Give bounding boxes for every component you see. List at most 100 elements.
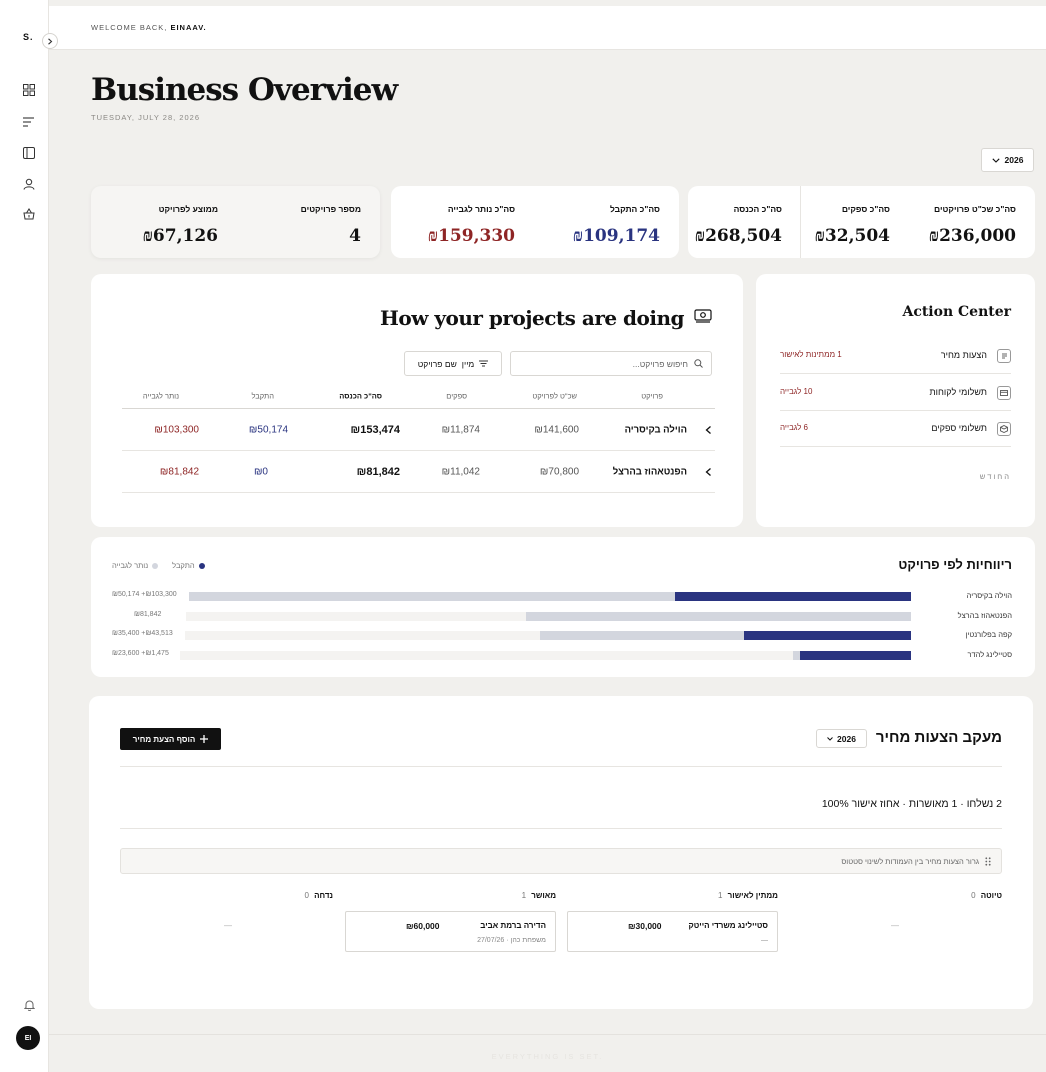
kanban-column-approved: מאושר 1 bbox=[345, 891, 556, 900]
basket-icon[interactable] bbox=[20, 205, 38, 223]
action-item-quotes[interactable]: הצעות מחיר 1 ממתינות לאישור bbox=[780, 337, 1011, 374]
projects-card: How your projects are doing חיפוש פרויקט… bbox=[91, 274, 743, 527]
kpi-value: ₪268,504 bbox=[694, 226, 782, 246]
box-icon bbox=[997, 422, 1011, 436]
drag-handle-icon bbox=[985, 856, 991, 866]
year-select[interactable]: 2026 bbox=[981, 148, 1034, 172]
chevron-expand-icon[interactable] bbox=[705, 467, 712, 476]
profit-bar-track bbox=[185, 631, 911, 640]
column-header-suppliers: ספקים bbox=[446, 391, 467, 401]
quote-client: משפחת כהן · 27/07/26 bbox=[477, 937, 546, 944]
add-quote-button[interactable]: הוסף הצעת מחיר bbox=[120, 728, 221, 750]
money-icon bbox=[694, 309, 712, 323]
list-icon[interactable] bbox=[20, 113, 38, 131]
column-label: ממתין לאישור bbox=[727, 891, 778, 900]
kpi-total-received: סה"כ התקבל ₪109,174 bbox=[573, 204, 660, 246]
profit-row-value: ₪50,174 +₪103,300 bbox=[112, 591, 177, 598]
kpi-total-income: סה"כ הכנסה ₪268,504 bbox=[695, 204, 782, 246]
profit-row-name: הוילה בקיסריה bbox=[966, 591, 1012, 600]
grid-icon[interactable] bbox=[20, 81, 38, 99]
bell-icon[interactable] bbox=[20, 996, 38, 1014]
action-item-tag: 1 ממתינות לאישור bbox=[780, 350, 842, 359]
sidebar-toggle-button[interactable] bbox=[42, 33, 58, 49]
action-item-label: תשלומי לקוחות bbox=[929, 387, 987, 397]
page-date: TUESDAY, JULY 28, 2026 bbox=[91, 113, 200, 122]
logo: S. bbox=[23, 32, 34, 42]
project-name: הוילה בקיסריה bbox=[624, 424, 687, 435]
user-icon[interactable] bbox=[20, 175, 38, 193]
project-suppliers: ₪11,042 bbox=[441, 466, 480, 477]
quote-amount: ₪60,000 bbox=[406, 921, 440, 931]
welcome-text: WELCOME BACK, EINAAV. bbox=[91, 23, 207, 32]
avatar[interactable]: EI bbox=[16, 1026, 40, 1050]
quote-card[interactable]: הדירה ברמת אביב ₪60,000 משפחת כהן · 27/0… bbox=[345, 911, 556, 952]
profit-row-name: קפה בפלורנטין bbox=[965, 630, 1012, 639]
profit-bar-track bbox=[186, 612, 911, 621]
kanban-column-rejected: נדחה 0 bbox=[122, 891, 333, 900]
kpi-value: ₪159,330 bbox=[427, 226, 515, 246]
profitability-card: ריווחיות לפי פרויקט התקבל נותר לגבייה הו… bbox=[91, 537, 1035, 677]
column-header: נדחה 0 bbox=[122, 891, 333, 900]
column-header-income: סה"כ הכנסה bbox=[339, 391, 382, 401]
project-received: ₪0 bbox=[253, 466, 268, 477]
column-label: מאושר bbox=[531, 891, 556, 900]
profit-bar-track bbox=[189, 592, 911, 601]
action-item-tag: 10 לגבייה bbox=[780, 387, 813, 396]
action-center-card: Action Center הצעות מחיר 1 ממתינות לאישו… bbox=[756, 274, 1035, 527]
quotes-year-select[interactable]: 2026 bbox=[816, 729, 867, 748]
column-header: מאושר 1 bbox=[345, 891, 556, 900]
kpi-value: ₪32,504 bbox=[814, 226, 890, 246]
profit-bar-received bbox=[744, 631, 911, 640]
document-icon bbox=[997, 349, 1011, 363]
kpi-total-fees: סה"כ שכ"ט פרויקטים ₪236,000 bbox=[929, 204, 1016, 246]
plus-icon bbox=[200, 735, 209, 743]
kpi-label: מספר פרויקטים bbox=[300, 204, 361, 214]
kpi-total-suppliers: סה"כ ספקים ₪32,504 bbox=[815, 204, 890, 246]
kpi-value: 4 bbox=[349, 226, 361, 246]
quotes-title: מעקב הצעות מחיר bbox=[875, 729, 1002, 746]
action-item-supplier-payments[interactable]: תשלומי ספקים 6 לגבייה bbox=[780, 410, 1011, 447]
kpi-card-collections: סה"כ התקבל ₪109,174 סה"כ נותר לגבייה ₪15… bbox=[391, 186, 679, 258]
sidebar-panel-icon[interactable] bbox=[20, 144, 38, 162]
page-title: Business Overview bbox=[91, 72, 398, 108]
kpi-label: סה"כ נותר לגבייה bbox=[447, 204, 515, 214]
search-placeholder: חיפוש פרויקט... bbox=[632, 358, 688, 369]
divider bbox=[120, 828, 1002, 829]
projects-title: How your projects are doing bbox=[379, 306, 685, 330]
add-quote-label: הוסף הצעת מחיר bbox=[132, 734, 196, 744]
sort-label: מיין bbox=[461, 358, 475, 369]
project-search-input[interactable]: חיפוש פרויקט... bbox=[510, 351, 712, 376]
kpi-project-count: מספר פרויקטים 4 bbox=[301, 204, 361, 246]
table-row[interactable]: הפנטאהוז בהרצל ₪70,800 ₪11,042 ₪81,842 ₪… bbox=[122, 451, 715, 493]
kpi-label: סה"כ ספקים bbox=[841, 204, 890, 214]
chevron-down-icon bbox=[827, 736, 833, 741]
profit-bar-received bbox=[799, 651, 911, 660]
sort-select[interactable]: מיין שם פרויקט bbox=[404, 351, 502, 376]
quote-card[interactable]: סטיילינג משרדי הייטק ₪30,000 — bbox=[567, 911, 778, 952]
profit-row: הוילה בקיסריה ₪50,174 +₪103,300 bbox=[91, 591, 1035, 603]
kpi-value: ₪236,000 bbox=[928, 226, 1016, 246]
project-remaining: ₪103,300 bbox=[154, 424, 199, 435]
quote-name: סטיילינג משרדי הייטק bbox=[688, 921, 768, 930]
column-header-received: התקבל bbox=[251, 391, 274, 401]
drag-hint: גרור הצעות מחיר בין העמודות לשינוי סטטוס bbox=[120, 848, 1002, 874]
action-center-title: Action Center bbox=[902, 304, 1011, 320]
kpi-label: סה"כ התקבל bbox=[609, 204, 660, 214]
profit-row-value: ₪23,600 +₪1,475 bbox=[112, 650, 169, 657]
kpi-value: ₪109,174 bbox=[572, 226, 660, 246]
top-bar: WELCOME BACK, EINAAV. bbox=[49, 6, 1046, 50]
table-row[interactable]: הוילה בקיסריה ₪141,600 ₪11,874 ₪153,474 … bbox=[122, 409, 715, 451]
action-item-client-payments[interactable]: תשלומי לקוחות 10 לגבייה bbox=[780, 374, 1011, 411]
sidebar: S. EI bbox=[0, 0, 49, 1072]
chevron-expand-icon[interactable] bbox=[705, 425, 712, 434]
kpi-label: סה"כ שכ"ט פרויקטים bbox=[934, 204, 1016, 214]
column-header-fee: שכ"ט לפרויקט bbox=[532, 391, 577, 401]
column-header: טיוטה 0 bbox=[791, 891, 1002, 900]
profitability-legend: התקבל נותר לגבייה bbox=[112, 561, 205, 570]
year-select-value: 2026 bbox=[1004, 155, 1024, 165]
kpi-total-remaining: סה"כ נותר לגבייה ₪159,330 bbox=[428, 204, 515, 246]
column-count: 1 bbox=[521, 891, 527, 900]
welcome-name: EINAAV. bbox=[170, 23, 207, 32]
sort-value: שם פרויקט bbox=[417, 358, 457, 369]
quote-name: הדירה ברמת אביב bbox=[480, 921, 546, 930]
